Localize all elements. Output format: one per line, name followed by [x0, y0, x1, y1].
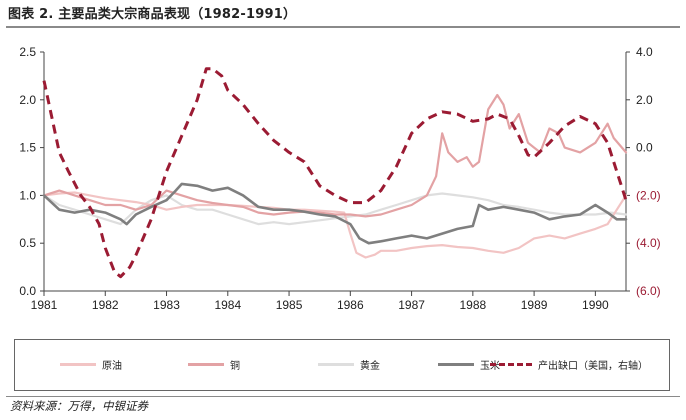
right-tick-label: 4.0	[636, 45, 653, 59]
right-tick-label: (6.0)	[636, 284, 661, 298]
right-tick-label: 0.0	[636, 141, 653, 155]
legend-item: 铜	[188, 355, 240, 373]
figure-title: 图表 2. 主要品类大宗商品表现（1982-1991）	[8, 7, 297, 22]
legend-label: 玉米	[480, 360, 500, 372]
legend-label: 铜	[230, 360, 240, 372]
left-tick-label: 1.0	[19, 188, 36, 202]
series-line-2	[42, 192, 628, 226]
x-tick-label: 1990	[582, 298, 609, 312]
commodity-line-chart: 0.0 0.5 1.0 1.5 2.0 2.5 (6.0) (4.0) (2.0) 0.0 2.0 4…	[19, 45, 660, 312]
right-tick-label: 2.0	[636, 93, 653, 107]
legend-label: 黄金	[360, 360, 380, 372]
series-line-4	[42, 67, 628, 279]
source-note: 资料来源：万得，中银证券	[10, 399, 148, 413]
chart-series	[42, 67, 628, 279]
title-divider	[6, 26, 680, 28]
legend-swatch	[188, 362, 224, 366]
right-tick-label: (2.0)	[636, 188, 661, 202]
series-line-0	[42, 191, 628, 259]
left-tick-label: 0.5	[19, 236, 36, 250]
legend-swatch	[438, 362, 474, 366]
right-tick-label: (4.0)	[636, 236, 661, 250]
x-tick-label: 1985	[276, 298, 303, 312]
left-tick-label: 2.0	[19, 93, 36, 107]
source-divider	[6, 396, 680, 397]
legend-label: 产出缺口（美国，右轴）	[538, 360, 648, 372]
legend	[14, 339, 670, 391]
x-tick-label: 1989	[521, 298, 548, 312]
legend-swatch	[490, 362, 532, 366]
x-tick-label: 1984	[214, 298, 241, 312]
left-tick-label: 2.5	[19, 45, 36, 59]
legend-swatch	[318, 362, 354, 366]
series-line-1	[42, 93, 628, 218]
left-tick-label: 1.5	[19, 141, 36, 155]
x-tick-label: 1982	[92, 298, 119, 312]
x-tick-label: 1986	[337, 298, 364, 312]
legend-item: 产出缺口（美国，右轴）	[490, 355, 648, 373]
chart-axes: 0.0 0.5 1.0 1.5 2.0 2.5 (6.0) (4.0) (2.0) 0.0 2.0 4…	[19, 45, 660, 312]
left-tick-label: 0.0	[19, 284, 36, 298]
series-line-3	[42, 182, 628, 245]
legend-swatch	[60, 362, 96, 366]
x-tick-label: 1988	[459, 298, 486, 312]
legend-item: 玉米	[438, 355, 500, 373]
x-tick-label: 1983	[153, 298, 180, 312]
x-tick-label: 1981	[31, 298, 58, 312]
legend-item: 黄金	[318, 355, 380, 373]
legend-item: 原油	[60, 355, 122, 373]
legend-label: 原油	[102, 360, 122, 372]
x-tick-label: 1987	[398, 298, 425, 312]
